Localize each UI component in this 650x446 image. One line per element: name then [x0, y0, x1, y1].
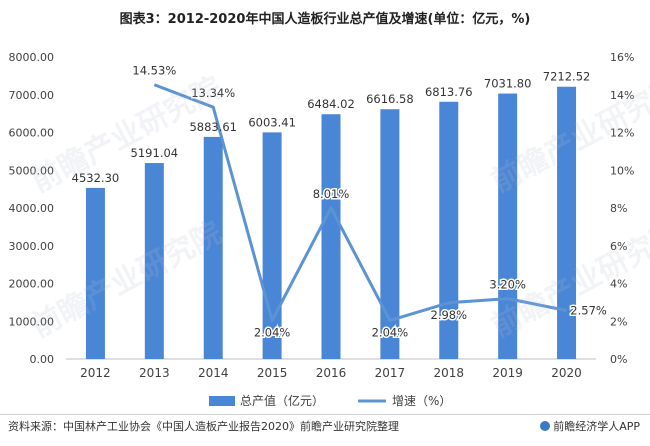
line-series	[153, 83, 567, 322]
brand-credit: 前瞻经济学人APP	[540, 418, 640, 434]
line-value-label: 2.57%	[570, 303, 607, 317]
line-value-label: 2.04%	[254, 325, 291, 339]
y-right-tick-label: 4%	[610, 278, 627, 291]
x-tick-label: 2017	[375, 366, 406, 380]
brand-label: 前瞻经济学人APP	[553, 420, 640, 433]
y-right-tick-label: 6%	[610, 240, 627, 253]
bar	[203, 136, 223, 359]
bar	[144, 163, 164, 359]
line-value-label: 13.34%	[191, 86, 235, 100]
y-left-tick-label: 0.00	[30, 353, 55, 366]
bar	[439, 101, 459, 359]
x-tick-label: 2016	[316, 366, 347, 380]
x-tick-label: 2020	[551, 366, 582, 380]
bar-value-label: 6003.41	[248, 115, 296, 129]
line-value-label: 8.01%	[313, 187, 350, 201]
bar	[380, 109, 400, 359]
x-tick-label: 2012	[80, 366, 111, 380]
y-right-tick-label: 0%	[610, 353, 627, 366]
y-right-tick-label: 14%	[610, 89, 634, 102]
y-left-tick-label: 5000.00	[9, 164, 55, 177]
line-value-label: 3.20%	[489, 278, 526, 292]
chart-title: 图表3：2012-2020年中国人造板行业总产值及增速(单位：亿元，%)	[119, 12, 531, 27]
x-tick-label: 2014	[198, 366, 229, 380]
bar-series	[85, 86, 577, 360]
x-tick-label: 2015	[257, 366, 288, 380]
y-left-tick-label: 3000.00	[9, 240, 55, 253]
y-left-tick-label: 4000.00	[9, 202, 55, 215]
bar	[85, 187, 105, 359]
legend-bar-swatch	[209, 396, 235, 406]
bar-value-label: 6484.02	[307, 97, 355, 111]
footer-divider	[0, 414, 650, 439]
bar-value-label: 4532.30	[72, 171, 120, 185]
bar	[498, 93, 518, 359]
y-right-tick-label: 8%	[610, 202, 627, 215]
legend: 总产值（亿元） 增速（%）	[209, 393, 451, 408]
bar-value-label: 6813.76	[425, 85, 473, 99]
brand-logo-icon	[540, 421, 551, 431]
bar	[321, 114, 341, 360]
bar-value-label: 6616.58	[366, 92, 414, 106]
y-right-tick-label: 2%	[610, 315, 627, 328]
bar-value-label: 7031.80	[484, 77, 532, 91]
axes: 0.00 1000.00 2000.00 3000.00 4000.00 5000.00 6…	[9, 51, 635, 380]
line-value-label: 14.53%	[132, 64, 176, 78]
line-value-label: 2.04%	[372, 325, 409, 339]
y-left-tick-label: 6000.00	[9, 127, 55, 140]
bar	[557, 86, 577, 360]
line-value-label: 2.98%	[431, 308, 468, 322]
y-left-tick-label: 7000.00	[9, 89, 55, 102]
x-tick-label: 2019	[492, 366, 523, 380]
y-right-tick-label: 12%	[610, 127, 634, 140]
y-right-tick-label: 10%	[610, 164, 634, 177]
bar-value-label: 5191.04	[131, 146, 179, 160]
legend-line-label: 增速（%）	[392, 394, 451, 408]
bar-value-label: 7212.52	[543, 70, 591, 84]
growth-line	[153, 83, 567, 322]
data-labels: 4532.30 5191.04 5883.61 6003.41 6484.02 6616.…	[72, 62, 609, 341]
x-tick-label: 2013	[139, 366, 170, 380]
legend-bar-label: 总产值（亿元）	[240, 393, 324, 408]
source-note: 资料来源：中国林产工业协会《中国人造板产业报告2020》前瞻产业研究院整理	[8, 420, 399, 433]
y-left-tick-label: 8000.00	[9, 51, 55, 64]
y-right-tick-label: 16%	[610, 51, 634, 64]
bar-value-label: 5883.61	[189, 120, 237, 134]
y-left-tick-label: 2000.00	[9, 278, 55, 291]
y-left-tick-label: 1000.00	[9, 315, 55, 328]
x-tick-label: 2018	[434, 366, 465, 380]
